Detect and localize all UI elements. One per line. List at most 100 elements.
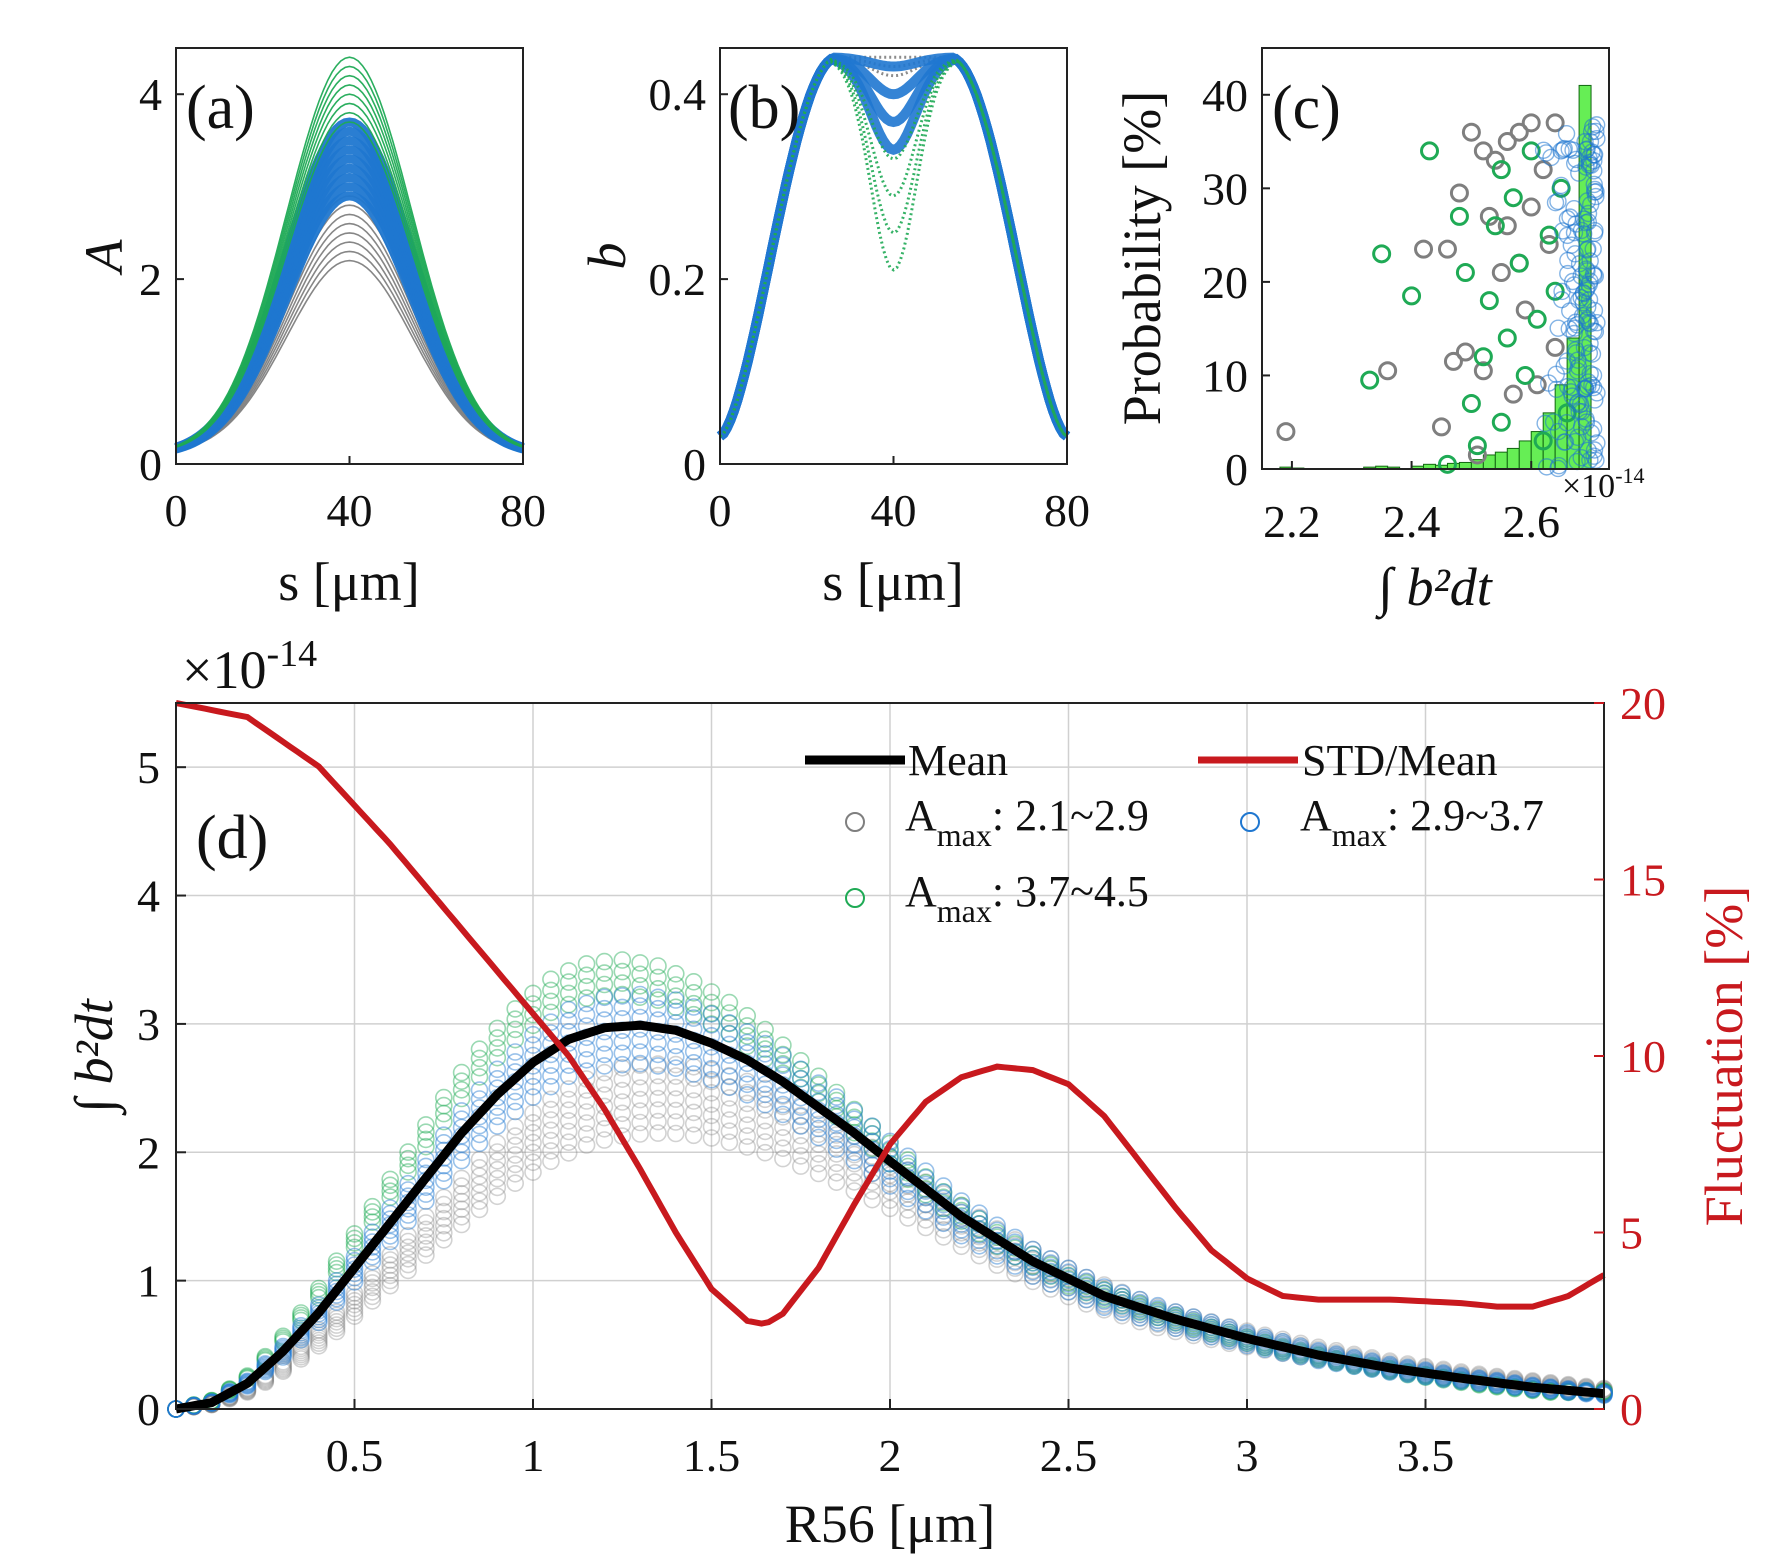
d-band-gray-5-37 [827, 1126, 846, 1144]
c-point-blue-121 [1562, 236, 1581, 254]
d-band-gray-2-9 [327, 1316, 346, 1334]
c-point-blue-140 [1566, 432, 1585, 451]
d-band-blue-2-21 [542, 1056, 560, 1074]
d-band-gray-1-21 [542, 1142, 560, 1160]
d-band-gray-4-19 [506, 1136, 525, 1155]
panel-b: (b) 0 40 80 0 0.2 0.4 s [μm] b [577, 47, 1090, 612]
c-point-blue-24 [1585, 441, 1604, 459]
d-grid [176, 703, 1604, 1410]
d-band-gray-6-22 [559, 1080, 578, 1098]
d-band-green-0-18 [488, 1048, 507, 1067]
c-point-blue-132 [1566, 319, 1584, 337]
c-point-gray-15 [1497, 132, 1517, 152]
d-band-blue-0-12 [381, 1232, 400, 1251]
d-band-green-1-26 [631, 976, 649, 995]
d-band-gray-2-35 [791, 1137, 810, 1155]
d-band-blue-6-32 [738, 1023, 757, 1041]
d-band-blue-6-37 [827, 1088, 846, 1106]
d-band-green-3-7 [292, 1304, 310, 1322]
d-band-green-2-22 [559, 973, 578, 991]
d-band-blue-1-33 [756, 1085, 774, 1104]
d-band-gray-5-15 [434, 1195, 453, 1214]
a-curve-gray-1 [175, 250, 524, 451]
d-band-gray-6-29 [684, 1058, 703, 1076]
d-band-gray-5-7 [292, 1339, 310, 1358]
d-band-gray-1-7 [292, 1348, 310, 1366]
d-band-green-0-31 [720, 1025, 739, 1043]
d-band-green-1-31 [720, 1014, 739, 1033]
c-point-blue-68 [1572, 448, 1590, 467]
c-point-green-20 [1533, 431, 1553, 451]
d-band-gray-6-32 [738, 1072, 757, 1091]
d-band-blue-2-25 [613, 1033, 632, 1051]
d-band-gray-0-45 [970, 1246, 989, 1265]
d-band-blue-2-27 [649, 1034, 667, 1052]
c-point-blue-42 [1549, 319, 1567, 337]
a-xtick-label-2: 80 [500, 485, 546, 536]
d-band-blue-1-27 [649, 1045, 667, 1064]
d-band-gray-0-6 [274, 1362, 292, 1380]
d-band-green-0-26 [631, 988, 649, 1007]
d-band-blue-0-40 [881, 1177, 899, 1195]
d-band-green-3-27 [649, 957, 667, 975]
d-band-green-3-21 [542, 970, 560, 989]
d-band-blue-0-24 [595, 1057, 614, 1075]
d-band-gray-4-21 [542, 1111, 560, 1129]
d-band-gray-6-13 [399, 1226, 417, 1245]
c-point-green-9 [1473, 347, 1493, 367]
d-band-green-1-28 [666, 987, 685, 1006]
d-band-blue-5-19 [506, 1053, 525, 1071]
c-point-gray-0 [1276, 422, 1296, 442]
d-band-gray-0-40 [881, 1199, 899, 1218]
d-band-green-1-17 [470, 1058, 489, 1077]
d-band-gray-0-12 [381, 1276, 400, 1295]
d-band-blue-4-6 [274, 1341, 292, 1359]
d-band-gray-0-16 [452, 1215, 471, 1234]
c-panel-label: (c) [1272, 74, 1341, 142]
d-xtick-label-2: 1.5 [683, 1430, 741, 1481]
a-curves [174, 56, 525, 454]
d-band-blue-6-26 [631, 985, 649, 1004]
d-band-gray-3-33 [756, 1111, 774, 1130]
d-band-green-2-10 [345, 1229, 364, 1248]
b-ylabel: b [577, 243, 637, 270]
d-band-blue-6-17 [470, 1081, 489, 1099]
d-band-gray-0-29 [684, 1126, 703, 1145]
a-curve-gray-2 [175, 241, 524, 451]
d-band-gray-2-22 [559, 1122, 578, 1141]
d-band-blue-6-34 [774, 1046, 792, 1065]
d-band-green-3-11 [363, 1197, 382, 1216]
d-band-gray-2-28 [666, 1101, 685, 1120]
d-band-green-2-38 [845, 1108, 864, 1127]
d-band-gray-0-32 [738, 1138, 757, 1156]
d-band-green-3-32 [738, 1006, 757, 1025]
d-band-gray-2-37 [827, 1154, 846, 1173]
d-band-gray-5-16 [452, 1177, 471, 1195]
legend-blue-marker [1240, 812, 1260, 832]
d-band-gray-3-32 [738, 1105, 757, 1124]
c-x-multiplier: ×10-14 [1562, 463, 1645, 505]
d-y2tick-label-1: 5 [1620, 1208, 1643, 1259]
c-point-blue-66 [1546, 193, 1565, 212]
d-band-gray-0-43 [934, 1228, 953, 1246]
d-band-gray-5-18 [488, 1143, 507, 1161]
c-point-blue-59 [1537, 144, 1555, 162]
d-band-green-3-12 [381, 1170, 400, 1189]
d-band-gray-1-13 [399, 1255, 417, 1274]
d-band-gray-6-30 [702, 1061, 721, 1079]
d-band-gray-1-50 [1059, 1283, 1078, 1301]
d-band-blue-6-20 [524, 1025, 542, 1044]
d-band-green-1-18 [488, 1039, 507, 1057]
d-band-green-2-30 [702, 993, 721, 1012]
d-band-blue-2-24 [595, 1034, 614, 1052]
d-band-gray-2-12 [381, 1266, 400, 1285]
d-band-blue-0-47 [1006, 1257, 1024, 1275]
d-panel-label: (d) [196, 804, 268, 872]
c-hist-bar-20 [1518, 440, 1532, 470]
d-band-gray-3-41 [899, 1185, 917, 1203]
d-xtick-label-5: 3 [1236, 1430, 1259, 1481]
d-band-gray-1-9 [327, 1319, 346, 1338]
d-band-gray-1-14 [417, 1239, 435, 1258]
d-band-green-2-24 [595, 964, 614, 982]
c-point-green-8 [1467, 436, 1487, 456]
